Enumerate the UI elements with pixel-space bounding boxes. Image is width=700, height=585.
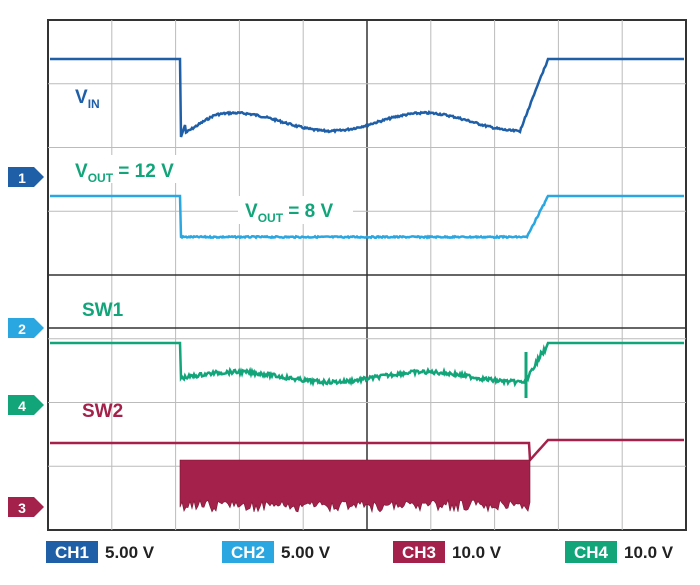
label-main: V	[75, 87, 88, 108]
label-bg	[238, 196, 353, 224]
label-main: V	[75, 161, 88, 182]
channel-scale: 10.0 V	[624, 543, 674, 562]
waveform	[50, 341, 684, 388]
marker-label: 3	[18, 500, 26, 516]
vout8-label: VOUT = 8 V	[245, 201, 334, 225]
label-main: V	[245, 201, 258, 222]
channel-scale: 5.00 V	[105, 543, 155, 562]
waveform	[50, 57, 684, 138]
marker	[8, 395, 44, 415]
channel-name: CH3	[402, 543, 436, 562]
marker	[8, 318, 44, 338]
waveform	[50, 194, 684, 240]
label-rest: = 12 V	[113, 161, 174, 182]
channel-name: CH1	[55, 543, 89, 562]
marker-label: 1	[18, 170, 26, 186]
grid	[48, 20, 686, 530]
channel-name: CH2	[231, 543, 265, 562]
marker-label: 4	[18, 398, 26, 414]
waveform	[50, 438, 684, 464]
label-sub: OUT	[88, 171, 114, 185]
label-sub: IN	[88, 97, 100, 111]
channel-badge	[46, 541, 98, 563]
vin-label: VIN	[75, 87, 100, 111]
marker-label: 2	[18, 321, 26, 337]
label-bg	[66, 155, 198, 183]
marker	[8, 497, 44, 517]
sw1-label: SW1	[82, 300, 124, 321]
label-rest: = 8 V	[283, 201, 333, 222]
channel-scale: 5.00 V	[281, 543, 331, 562]
marker	[8, 167, 44, 187]
channel-badge	[565, 541, 617, 563]
sw2-label: SW2	[82, 401, 123, 422]
channel-name: CH4	[574, 543, 609, 562]
traces	[50, 57, 684, 514]
channel-badge	[222, 541, 274, 563]
switching-block	[179, 459, 531, 514]
channel-scale: 10.0 V	[452, 543, 502, 562]
channel-markers: 1 2 4 3	[8, 167, 44, 517]
label-sub: OUT	[258, 211, 284, 225]
vout12-label: VOUT = 12 V	[75, 161, 174, 185]
channel-bar: CH1 5.00 V CH2 5.00 V CH3 10.0 V CH4 10.0 V	[46, 541, 674, 563]
channel-badge	[393, 541, 445, 563]
